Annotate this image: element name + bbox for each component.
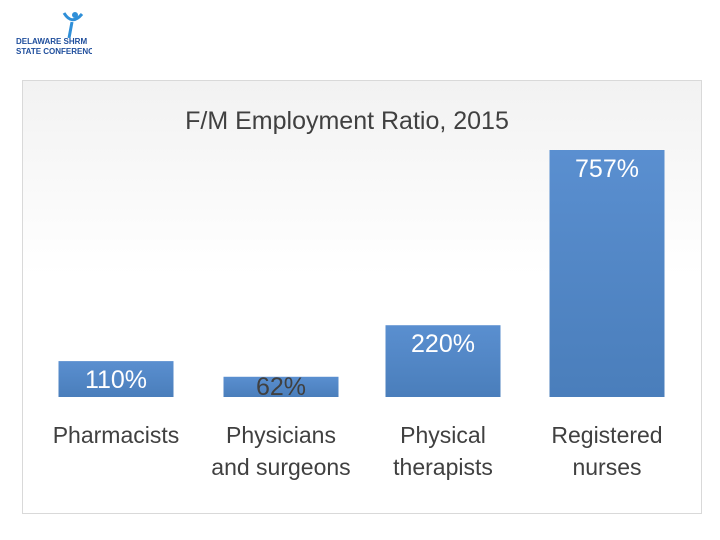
bar-0	[58, 361, 174, 397]
bar-2	[385, 325, 501, 397]
category-label-3: Registered nurses	[551, 422, 662, 480]
data-label-1: 62%	[256, 373, 306, 401]
bar-chart: F/M Employment Ratio, 2015 110% Pharmacis…	[53, 107, 665, 480]
data-label-0: 110%	[85, 366, 147, 394]
data-label-3: 757%	[575, 155, 639, 183]
category-label-2: Physical therapists	[393, 422, 493, 480]
logo-figure-icon	[62, 12, 84, 39]
category-label-1: Physicians and surgeons	[211, 422, 350, 480]
logo-text-line1: DELAWARE SHRM	[16, 37, 87, 46]
bar-1	[223, 376, 339, 397]
chart-area: F/M Employment Ratio, 2015 110% Pharmacis…	[22, 80, 702, 514]
bar-3	[549, 150, 665, 397]
logo-text-line2: STATE CONFERENCE	[16, 47, 92, 56]
chart-title: F/M Employment Ratio, 2015	[185, 107, 509, 135]
category-label-0: Pharmacists	[53, 422, 180, 448]
delaware-shrm-logo: DELAWARE SHRM STATE CONFERENCE	[16, 12, 92, 56]
data-label-2: 220%	[411, 330, 475, 358]
